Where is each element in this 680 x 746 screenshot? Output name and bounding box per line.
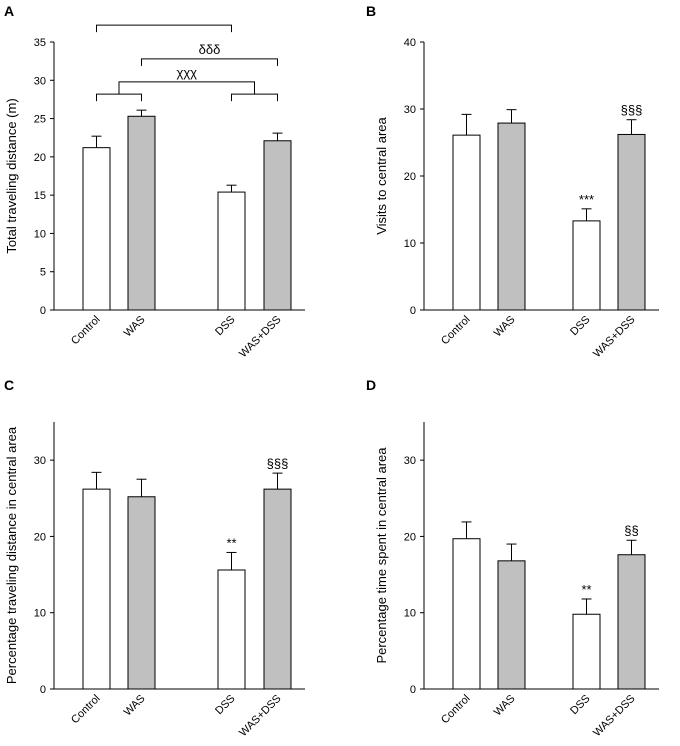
y-tick-label: 10 bbox=[404, 238, 416, 250]
bar-control bbox=[82, 488, 111, 690]
category-label: WAS bbox=[122, 693, 148, 719]
comparison-bracket bbox=[141, 58, 278, 66]
bar-dss bbox=[217, 191, 246, 311]
y-tick-label: 10 bbox=[34, 608, 46, 620]
category-label: WAS+DSS bbox=[237, 693, 283, 739]
category-label: WAS+DSS bbox=[591, 314, 637, 360]
category-label: DSS bbox=[568, 693, 592, 717]
bracket-label: δδδ bbox=[199, 42, 221, 57]
category-label: DSS bbox=[213, 693, 237, 717]
y-tick-label: 30 bbox=[404, 455, 416, 467]
bar-control bbox=[82, 147, 111, 311]
category-label: WAS bbox=[122, 314, 148, 340]
category-label: WAS+DSS bbox=[237, 314, 283, 360]
bar-dss bbox=[217, 569, 246, 690]
y-tick-label: 25 bbox=[34, 114, 46, 126]
panel-a: A 0 5 10 15 20 25 30 35 Total traveling distance … bbox=[4, 3, 305, 360]
y-tick-label: 15 bbox=[34, 190, 46, 202]
bar-was-dss bbox=[617, 554, 646, 690]
bar-dss bbox=[572, 613, 601, 690]
bar-control bbox=[452, 538, 481, 690]
y-tick-label: 0 bbox=[40, 305, 46, 317]
y-tick-label: 20 bbox=[34, 152, 46, 164]
y-tick-label: 30 bbox=[34, 75, 46, 87]
y-tick-label: 0 bbox=[410, 684, 416, 696]
category-label: DSS bbox=[213, 314, 237, 338]
y-axis-title: Visits to central area bbox=[374, 116, 389, 234]
bar-was bbox=[497, 560, 526, 690]
bar-was-dss bbox=[263, 488, 292, 690]
y-tick-label: 0 bbox=[40, 684, 46, 696]
significance-label: §§§ bbox=[621, 103, 643, 118]
panel-c: C 0 10 20 30 Percentage traveling distance in… bbox=[4, 377, 305, 739]
y-axis-title: Percentage time spent in central area bbox=[374, 447, 389, 664]
y-axis-title: Percentage traveling distance in central… bbox=[4, 426, 19, 684]
comparison-bracket bbox=[96, 24, 232, 33]
significance-label: ** bbox=[581, 582, 591, 597]
y-tick-label: 20 bbox=[404, 531, 416, 543]
panel-d: D 0 10 20 30 Percentage time spent in central… bbox=[366, 377, 659, 739]
y-tick-label: 40 bbox=[404, 37, 416, 49]
category-label: Control bbox=[69, 693, 103, 727]
bar-was bbox=[127, 115, 156, 311]
y-tick-label: 5 bbox=[40, 267, 46, 279]
panel-letter: B bbox=[366, 3, 376, 19]
y-tick-label: 30 bbox=[34, 455, 46, 467]
panel-letter: D bbox=[366, 377, 376, 393]
panel-letter: A bbox=[4, 3, 14, 19]
y-tick-label: 20 bbox=[404, 171, 416, 183]
panel-b: B 0 10 20 30 40 Visits to central area Control W… bbox=[366, 3, 659, 360]
bar-dss bbox=[572, 220, 601, 311]
bar-was bbox=[497, 122, 526, 311]
category-label: DSS bbox=[568, 314, 592, 338]
category-label: WAS bbox=[492, 693, 518, 719]
pair-bracket-left bbox=[96, 93, 142, 102]
category-label: Control bbox=[439, 693, 473, 727]
y-tick-label: 35 bbox=[34, 37, 46, 49]
category-label: Control bbox=[69, 314, 103, 348]
bracket-label: χχχ bbox=[177, 65, 198, 80]
category-label: WAS bbox=[492, 314, 518, 340]
y-tick-label: 20 bbox=[34, 531, 46, 543]
y-tick-label: 0 bbox=[410, 305, 416, 317]
bar-was-dss bbox=[263, 140, 292, 311]
y-axis-title: Total traveling distance (m) bbox=[4, 98, 19, 253]
category-label: WAS+DSS bbox=[591, 693, 637, 739]
y-tick-label: 10 bbox=[404, 608, 416, 620]
panel-letter: C bbox=[4, 377, 14, 393]
bar-was-dss bbox=[617, 133, 646, 311]
comparison-bracket bbox=[118, 81, 255, 95]
significance-label: ** bbox=[226, 535, 236, 550]
y-tick-label: 10 bbox=[34, 228, 46, 240]
category-label: Control bbox=[439, 314, 473, 348]
pair-bracket-right bbox=[231, 93, 278, 102]
significance-label: §§ bbox=[624, 523, 638, 538]
y-tick-label: 30 bbox=[404, 104, 416, 116]
significance-label: §§§ bbox=[267, 456, 289, 471]
bar-control bbox=[452, 134, 481, 311]
bar-was bbox=[127, 496, 156, 690]
significance-label: *** bbox=[579, 192, 594, 207]
